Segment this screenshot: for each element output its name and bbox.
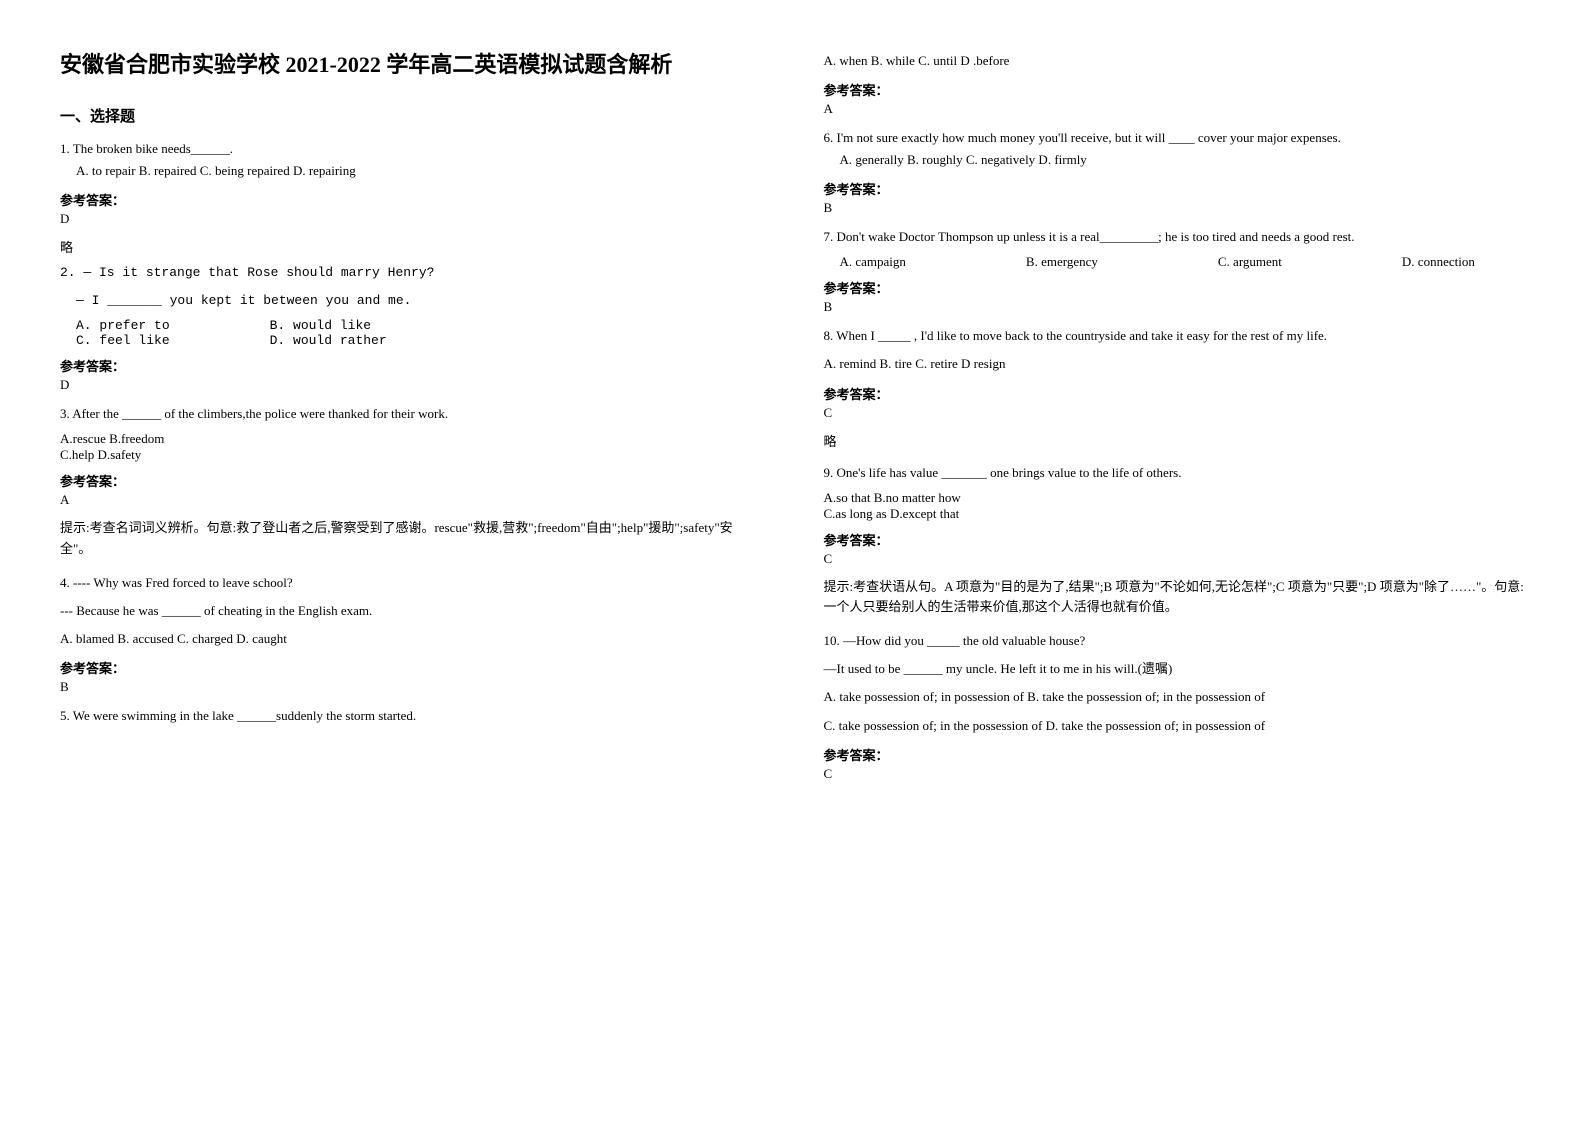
q2-optA: A. prefer to <box>76 318 170 333</box>
question-3: 3. After the ______ of the climbers,the … <box>60 403 764 425</box>
left-column: 安徽省合肥市实验学校 2021-2022 学年高二英语模拟试题含解析 一、选择题… <box>60 50 764 1072</box>
q3-stem: 3. After the ______ of the climbers,the … <box>60 403 764 425</box>
q2-answer-label: 参考答案： <box>60 356 764 375</box>
q1-stem: 1. The broken bike needs______. <box>60 138 764 160</box>
q9-hint: 提示:考查状语从句。A 项意为"目的是为了,结果";B 项意为"不论如何,无论怎… <box>824 577 1528 619</box>
question-8: 8. When I _____ , I'd like to move back … <box>824 325 1528 347</box>
q10-optAB: A. take possession of; in possession of … <box>824 686 1528 708</box>
q3-answer: A <box>60 492 764 508</box>
q8-answer: C <box>824 405 1528 421</box>
q9-opts-line2: C.as long as D.except that <box>824 506 1528 522</box>
q6-stem: 6. I'm not sure exactly how much money y… <box>824 127 1528 149</box>
q9-stem: 9. One's life has value _______ one brin… <box>824 462 1528 484</box>
q2-answer: D <box>60 377 764 393</box>
q2-opts-row1: A. prefer to B. would like <box>60 318 764 333</box>
q6-options: A. generally B. roughly C. negatively D.… <box>824 149 1528 171</box>
q2-line2: — I _______ you kept it between you and … <box>60 290 764 312</box>
q5-options: A. when B. while C. until D .before <box>824 50 1528 72</box>
question-10: 10. —How did you _____ the old valuable … <box>824 630 1528 652</box>
q5-answer-label: 参考答案： <box>824 80 1528 99</box>
q3-opts-line1: A.rescue B.freedom <box>60 431 764 447</box>
q9-opts-line1: A.so that B.no matter how <box>824 490 1528 506</box>
q4-line2: --- Because he was ______ of cheating in… <box>60 600 764 622</box>
q2-optC: C. feel like <box>76 333 170 348</box>
section-head-1: 一、选择题 <box>60 105 764 126</box>
q8-answer-label: 参考答案： <box>824 384 1528 403</box>
q7-optB: B. emergency <box>1026 254 1098 270</box>
question-1: 1. The broken bike needs______. A. to re… <box>60 138 764 182</box>
q7-stem: 7. Don't wake Doctor Thompson up unless … <box>824 226 1528 248</box>
q6-answer: B <box>824 200 1528 216</box>
page-title: 安徽省合肥市实验学校 2021-2022 学年高二英语模拟试题含解析 <box>60 50 764 81</box>
q7-optD: D. connection <box>1402 254 1475 270</box>
q6-answer-label: 参考答案： <box>824 179 1528 198</box>
q1-options: A. to repair B. repaired C. being repair… <box>60 160 764 182</box>
q7-options: A. campaign B. emergency C. argument D. … <box>824 254 1528 270</box>
q10-answer: C <box>824 766 1528 782</box>
q2-line1: 2. — Is it strange that Rose should marr… <box>60 262 764 284</box>
question-9: 9. One's life has value _______ one brin… <box>824 462 1528 484</box>
q8-note: 略 <box>824 431 1528 450</box>
q1-answer-label: 参考答案： <box>60 190 764 209</box>
q4-answer-label: 参考答案： <box>60 658 764 677</box>
q1-note: 略 <box>60 237 764 256</box>
q2-optD: D. would rather <box>270 333 387 348</box>
q4-stem: 4. ---- Why was Fred forced to leave sch… <box>60 572 764 594</box>
q8-stem: 8. When I _____ , I'd like to move back … <box>824 325 1528 347</box>
right-column: A. when B. while C. until D .before 参考答案… <box>824 50 1528 1072</box>
q7-optA: A. campaign <box>840 254 906 270</box>
q10-optCD: C. take possession of; in the possession… <box>824 715 1528 737</box>
question-7: 7. Don't wake Doctor Thompson up unless … <box>824 226 1528 248</box>
q4-options: A. blamed B. accused C. charged D. caugh… <box>60 628 764 650</box>
q3-answer-label: 参考答案： <box>60 471 764 490</box>
q10-line2: —It used to be ______ my uncle. He left … <box>824 658 1528 680</box>
q5-answer: A <box>824 101 1528 117</box>
q3-hint: 提示:考查名词词义辨析。句意:救了登山者之后,警察受到了感谢。rescue"救援… <box>60 518 764 560</box>
question-5-stem: 5. We were swimming in the lake ______su… <box>60 705 764 727</box>
q4-answer: B <box>60 679 764 695</box>
q9-answer-label: 参考答案： <box>824 530 1528 549</box>
question-6: 6. I'm not sure exactly how much money y… <box>824 127 1528 171</box>
q1-answer: D <box>60 211 764 227</box>
q7-answer-label: 参考答案： <box>824 278 1528 297</box>
question-4: 4. ---- Why was Fred forced to leave sch… <box>60 572 764 594</box>
q7-answer: B <box>824 299 1528 315</box>
q2-opts-row2: C. feel like D. would rather <box>60 333 764 348</box>
q3-opts-line2: C.help D.safety <box>60 447 764 463</box>
question-2: 2. — Is it strange that Rose should marr… <box>60 262 764 284</box>
q2-optB: B. would like <box>270 318 371 333</box>
q9-answer: C <box>824 551 1528 567</box>
q8-options: A. remind B. tire C. retire D resign <box>824 353 1528 375</box>
q10-stem: 10. —How did you _____ the old valuable … <box>824 630 1528 652</box>
q10-answer-label: 参考答案： <box>824 745 1528 764</box>
q7-optC: C. argument <box>1218 254 1282 270</box>
